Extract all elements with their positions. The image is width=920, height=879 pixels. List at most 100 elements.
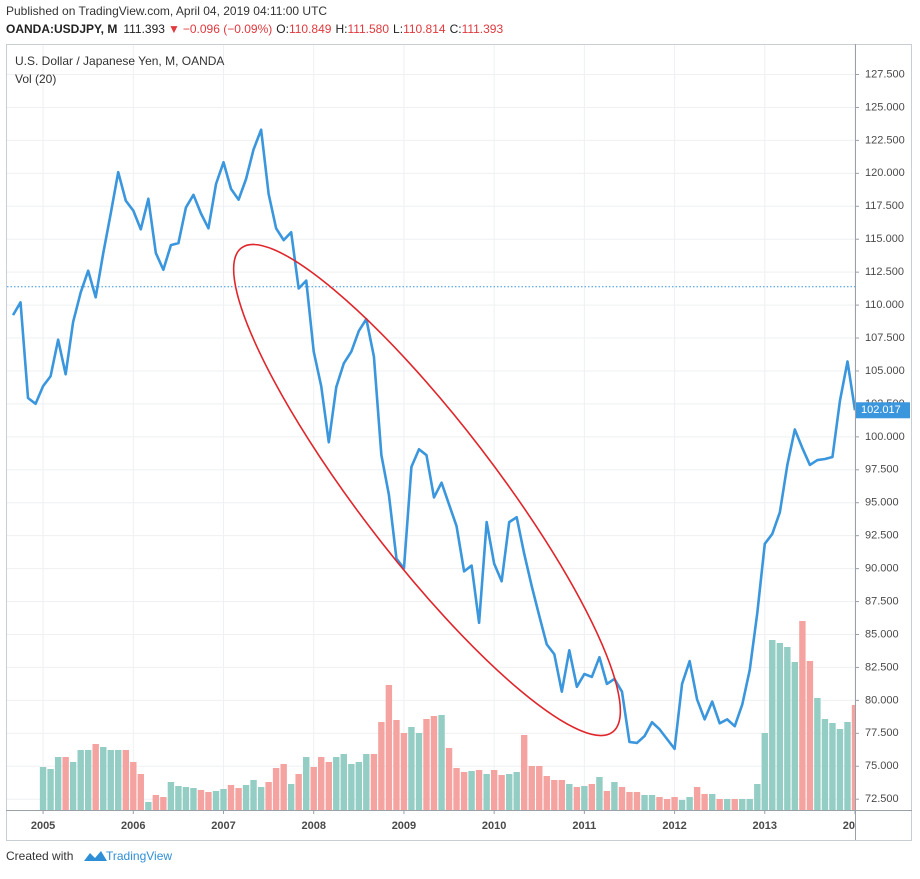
y-tick-label: 125.000 bbox=[865, 101, 905, 113]
y-tick-label: 127.500 bbox=[865, 68, 905, 80]
volume-bar bbox=[175, 786, 182, 810]
y-tick-label: 122.500 bbox=[865, 134, 905, 146]
close-price: 111.393 bbox=[123, 22, 165, 36]
x-tick-label: 2011 bbox=[572, 820, 596, 832]
volume-bar bbox=[212, 791, 220, 810]
volume-bar bbox=[47, 769, 54, 810]
volume-bar bbox=[77, 750, 84, 810]
volume-bar bbox=[821, 719, 829, 810]
volume-bar bbox=[520, 735, 528, 810]
volume-bar bbox=[333, 757, 340, 810]
volume-bar bbox=[693, 787, 701, 810]
x-tick-label: 2013 bbox=[753, 820, 777, 832]
open-value: 110.849 bbox=[289, 22, 332, 36]
volume-bar bbox=[92, 744, 99, 810]
volume-bar bbox=[272, 768, 280, 810]
volume-bar bbox=[438, 715, 445, 810]
volume-bar bbox=[325, 762, 332, 810]
volume-bar bbox=[844, 722, 851, 810]
volume-bar bbox=[799, 621, 806, 810]
price-line bbox=[11, 128, 855, 751]
plot-area bbox=[7, 128, 855, 810]
volume-bar bbox=[145, 802, 152, 810]
volume-bar bbox=[836, 729, 844, 810]
y-tick-label: 97.500 bbox=[865, 464, 899, 476]
volume-bar bbox=[468, 771, 475, 810]
volume-bar bbox=[265, 782, 272, 810]
volume-bar bbox=[573, 787, 581, 810]
volume-bar bbox=[686, 797, 693, 810]
chart-frame bbox=[6, 44, 912, 841]
volume-bar bbox=[754, 784, 761, 810]
high-label: H: bbox=[335, 22, 347, 36]
volume-bar bbox=[490, 770, 498, 810]
volume-bar bbox=[558, 780, 566, 810]
volume-bar bbox=[370, 754, 378, 810]
volume-bar bbox=[723, 799, 731, 810]
open-label: O: bbox=[276, 22, 289, 36]
volume-bar bbox=[678, 800, 686, 810]
volume-bar bbox=[190, 788, 197, 810]
volume-bar bbox=[107, 750, 114, 810]
volume-bar bbox=[197, 790, 205, 810]
volume-bar bbox=[588, 784, 596, 810]
published-note: Published on TradingView.com, April 04, … bbox=[6, 4, 327, 18]
volume-bar bbox=[84, 750, 92, 810]
volume-bar bbox=[708, 794, 716, 810]
volume-bar bbox=[814, 698, 821, 810]
volume-bar bbox=[355, 762, 363, 810]
volume-bar bbox=[348, 764, 355, 810]
y-tick-label: 90.000 bbox=[865, 563, 899, 575]
volume-bar bbox=[257, 787, 265, 810]
change-arrow: ▼ bbox=[168, 22, 180, 36]
volume-bar bbox=[280, 764, 287, 810]
volume-bar bbox=[415, 733, 423, 810]
y-tick-label: 77.500 bbox=[865, 727, 899, 739]
volume-bar bbox=[731, 799, 738, 810]
y-tick-label: 75.000 bbox=[865, 760, 899, 772]
y-tick-label: 100.000 bbox=[865, 431, 905, 443]
legend-volume: Vol (20) bbox=[15, 72, 56, 86]
footer-brand[interactable]: TradingView bbox=[106, 849, 172, 863]
volume-bar bbox=[303, 757, 310, 810]
volume-bar bbox=[776, 643, 784, 810]
volume-bar bbox=[250, 780, 257, 810]
volume-bar bbox=[671, 797, 678, 810]
low-label: L: bbox=[393, 22, 403, 36]
volume-bar bbox=[460, 772, 468, 810]
volume-bar bbox=[656, 797, 663, 810]
axes: 72.500 75.000 77.500 80.000 82.500 85.000 87.5… bbox=[31, 68, 910, 832]
y-tick-label: 95.000 bbox=[865, 497, 899, 509]
y-tick-label: 115.000 bbox=[865, 233, 904, 245]
x-tick-label: 2008 bbox=[301, 820, 325, 832]
volume-bar bbox=[536, 766, 543, 810]
x-tick-label: 2010 bbox=[482, 820, 506, 832]
last-price-box bbox=[856, 402, 910, 419]
y-tick-label: 92.500 bbox=[865, 530, 899, 542]
footer-logo bbox=[84, 851, 107, 861]
x-tick-label: 2005 bbox=[31, 820, 55, 832]
volume-bar bbox=[596, 777, 603, 810]
x-tick-label: 2006 bbox=[121, 820, 145, 832]
volume-bar bbox=[506, 774, 513, 810]
volume-bar bbox=[663, 799, 671, 810]
volume-bar bbox=[310, 767, 317, 810]
ohlc-line: OANDA:USDJPY, M 111.393 ▼ −0.096 (−0.09%) O:… bbox=[6, 22, 503, 36]
volume-bar bbox=[408, 727, 415, 810]
y-tick-label: 107.500 bbox=[865, 332, 905, 344]
volume-bar bbox=[483, 774, 490, 810]
legend-series: U.S. Dollar / Japanese Yen, M, OANDA bbox=[15, 54, 224, 68]
volume-bar bbox=[62, 757, 69, 810]
volume-bar bbox=[453, 768, 460, 810]
volume-bar bbox=[769, 640, 776, 810]
volume-bar bbox=[851, 705, 855, 810]
y-tick-label: 82.500 bbox=[865, 661, 899, 673]
volume-bar bbox=[551, 780, 558, 810]
volume-bar bbox=[318, 757, 325, 810]
volume-bar bbox=[115, 750, 122, 810]
volume-bar bbox=[385, 685, 393, 810]
volume-bar bbox=[701, 794, 708, 810]
annotation-ellipse bbox=[232, 243, 622, 737]
volume-bar bbox=[603, 791, 611, 810]
